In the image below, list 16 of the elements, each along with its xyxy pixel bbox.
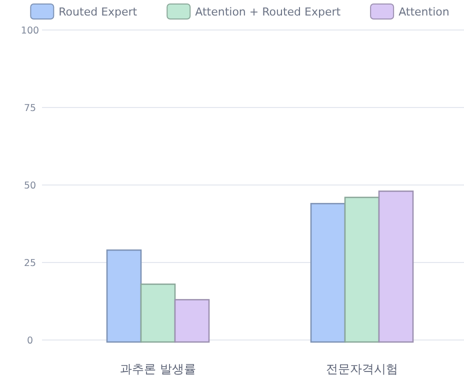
bar bbox=[378, 190, 414, 343]
bar bbox=[344, 196, 380, 343]
y-tick-label: 100 bbox=[20, 26, 40, 36]
bar bbox=[140, 284, 176, 343]
y-tick-label: 0 bbox=[26, 336, 34, 346]
x-tick-label: 전문자격시험 bbox=[326, 362, 398, 376]
bar bbox=[106, 249, 142, 343]
legend-label: Routed Expert bbox=[58, 6, 138, 18]
y-tick-label: 25 bbox=[24, 258, 36, 269]
y-tick-label: 75 bbox=[24, 103, 36, 114]
y-tick-label: 50 bbox=[24, 180, 36, 192]
legend-label: Attention + Routed Expert bbox=[195, 6, 342, 18]
bar bbox=[310, 202, 346, 343]
legend-label: Attention bbox=[398, 6, 450, 18]
x-tick-label: 과추론 발생률 bbox=[120, 362, 196, 376]
bar bbox=[174, 299, 210, 343]
